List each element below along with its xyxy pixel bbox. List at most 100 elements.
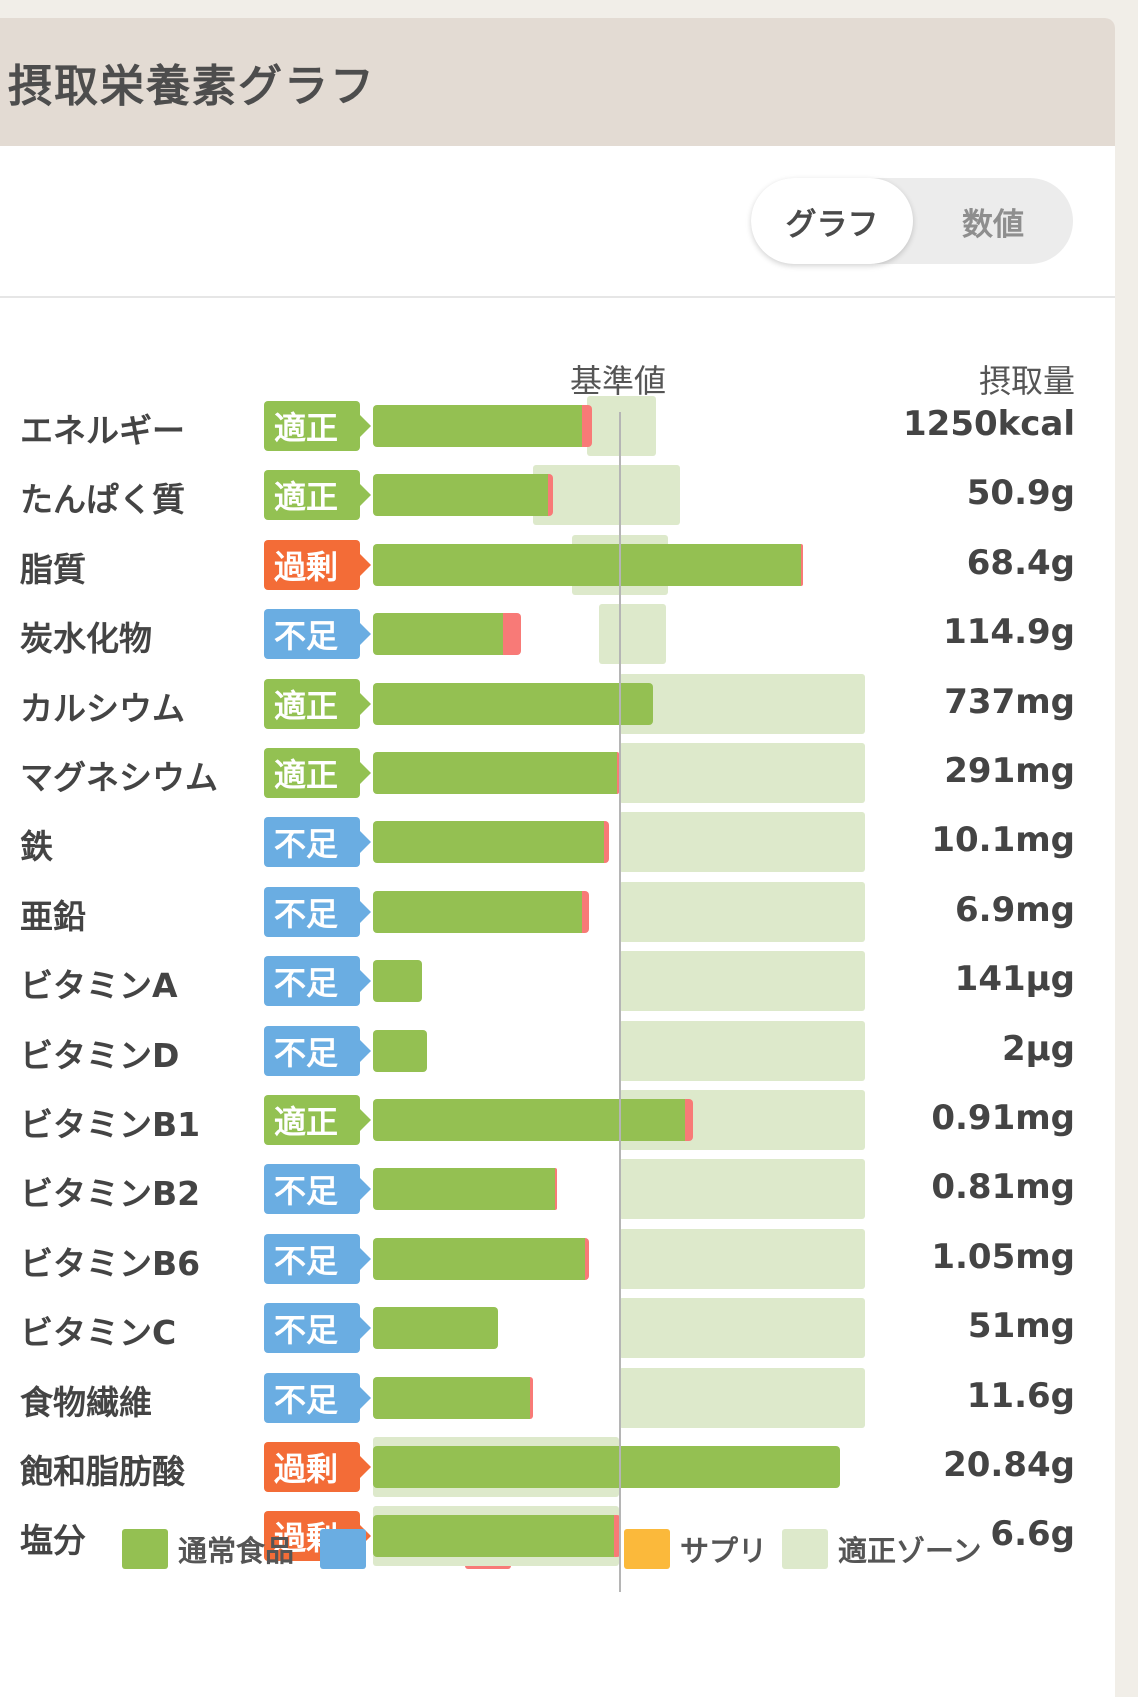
intake-amount: 737mg xyxy=(944,681,1075,722)
nutrient-chart: 基準値 摂取量 エネルギー 適正 1250kcal たんぱく質 適正 50.9g 脂質 過剰 6… xyxy=(0,298,1115,1697)
legend-item: 通常食品 xyxy=(122,1528,294,1570)
intake-amount: 10.1mg xyxy=(931,820,1075,861)
status-badge: 不足 xyxy=(264,609,371,660)
legend-swatch xyxy=(782,1529,828,1569)
intake-amount: 6.6g xyxy=(990,1514,1075,1555)
bar-segment-food xyxy=(373,1099,686,1141)
intake-bar xyxy=(373,405,592,447)
legend-item: 適正ゾーン xyxy=(782,1528,982,1570)
intake-amount: 2μg xyxy=(1001,1028,1075,1069)
nutrient-name: ビタミンB6 xyxy=(20,1243,201,1283)
intake-bar xyxy=(373,613,521,656)
status-badge: 適正 xyxy=(264,401,371,451)
status-badge: 適正 xyxy=(264,470,371,521)
nutrient-row: 炭水化物 不足 114.9g xyxy=(0,604,1115,665)
nutrient-row: 鉄 不足 10.1mg xyxy=(0,812,1115,873)
status-badge: 不足 xyxy=(264,886,371,937)
bar-segment-snack xyxy=(801,543,804,586)
view-toggle-row: グラフ 数値 xyxy=(0,146,1115,298)
bar-segment-food xyxy=(373,543,802,586)
bar-segment-snack xyxy=(616,752,619,794)
bar-segment-food xyxy=(373,1168,556,1211)
intake-amount: 20.84g xyxy=(943,1445,1075,1485)
reference-line xyxy=(619,412,621,1592)
appropriate-zone xyxy=(619,673,865,734)
intake-amount: 50.9g xyxy=(966,473,1075,514)
intake-bar xyxy=(373,960,423,1003)
intake-amount: 6.9mg xyxy=(955,889,1075,930)
intake-amount: 68.4g xyxy=(966,542,1075,583)
bar-segment-food xyxy=(373,752,617,794)
bar-segment-snack xyxy=(503,613,521,656)
status-badge: 不足 xyxy=(264,956,371,1007)
card-header: 摂取栄養素グラフ xyxy=(0,18,1115,146)
appropriate-zone xyxy=(599,604,666,665)
appropriate-zone xyxy=(619,881,865,942)
reference-column-header: 基準値 xyxy=(570,362,667,400)
intake-bar xyxy=(373,1515,622,1558)
status-badge: 不足 xyxy=(264,1233,371,1284)
appropriate-zone xyxy=(619,1020,865,1081)
legend-item: サプリ xyxy=(624,1528,767,1570)
intake-amount: 0.81mg xyxy=(931,1167,1075,1208)
nutrient-row: 亜鉛 不足 6.9mg xyxy=(0,881,1115,942)
bar-segment-food xyxy=(373,821,605,864)
bar-segment-snack xyxy=(685,1099,693,1141)
nutrient-row: カルシウム 適正 737mg xyxy=(0,673,1115,734)
nutrient-row: エネルギー 適正 1250kcal xyxy=(0,396,1115,456)
nutrient-row: ビタミンD 不足 2μg xyxy=(0,1020,1115,1081)
nutrient-row: マグネシウム 適正 291mg xyxy=(0,743,1115,803)
appropriate-zone xyxy=(587,396,656,456)
status-badge: 適正 xyxy=(264,748,371,798)
toggle-graph-button[interactable]: グラフ xyxy=(751,178,913,264)
bar-segment-food xyxy=(373,890,583,933)
bar-segment-food xyxy=(373,613,504,656)
nutrient-name: カルシウム xyxy=(20,688,185,728)
appropriate-zone xyxy=(619,1159,865,1220)
nutrient-name: 飽和脂肪酸 xyxy=(20,1452,185,1491)
bar-segment-snack xyxy=(614,1515,622,1558)
nutrient-name: ビタミンA xyxy=(20,966,178,1006)
bar-segment-food xyxy=(373,1237,585,1280)
nutrient-name: ビタミンB2 xyxy=(20,1174,201,1214)
nutrient-row: ビタミンB6 不足 1.05mg xyxy=(0,1228,1115,1289)
status-badge: 適正 xyxy=(264,678,371,729)
legend-label: サプリ xyxy=(680,1534,768,1568)
nutrient-name: 脂質 xyxy=(20,549,86,589)
nutrient-graph-card: 摂取栄養素グラフ グラフ 数値 基準値 摂取量 エネルギー 適正 1250kcal た… xyxy=(0,18,1115,1697)
nutrient-name: ビタミンC xyxy=(20,1313,177,1353)
nutrient-name: 炭水化物 xyxy=(20,619,152,659)
status-badge: 不足 xyxy=(264,1372,371,1423)
bar-segment-snack xyxy=(582,890,590,933)
bar-segment-snack xyxy=(604,821,610,864)
legend-swatch xyxy=(624,1529,670,1569)
view-toggle[interactable]: グラフ 数値 xyxy=(751,178,1073,264)
status-badge: 過剰 xyxy=(264,1442,371,1492)
bar-segment-food xyxy=(373,960,423,1003)
legend-label: 通常食品 xyxy=(178,1534,295,1568)
nutrient-name: マグネシウム xyxy=(20,758,218,797)
intake-bar xyxy=(373,821,610,864)
nutrient-row: ビタミンB2 不足 0.81mg xyxy=(0,1159,1115,1220)
legend-swatch xyxy=(122,1529,168,1569)
intake-bar xyxy=(373,1168,558,1211)
intake-bar xyxy=(373,890,590,933)
bar-segment-food xyxy=(373,474,548,517)
appropriate-zone xyxy=(619,951,865,1012)
nutrient-name: 鉄 xyxy=(20,827,53,867)
bar-segment-food xyxy=(373,405,583,447)
intake-amount: 1250kcal xyxy=(903,404,1075,444)
legend-label: 適正ゾーン xyxy=(838,1534,982,1568)
intake-bar xyxy=(373,1029,428,1072)
status-badge: 適正 xyxy=(264,1095,371,1145)
intake-amount: 114.9g xyxy=(943,612,1075,653)
toggle-number-button[interactable]: 数値 xyxy=(962,206,1024,243)
intake-bar xyxy=(373,752,619,794)
intake-bar xyxy=(373,1446,841,1488)
appropriate-zone xyxy=(619,812,865,873)
bar-segment-food xyxy=(373,1376,531,1419)
intake-bar xyxy=(373,1099,693,1141)
intake-bar xyxy=(373,474,553,517)
bar-segment-snack xyxy=(547,474,553,517)
nutrient-name: ビタミンB1 xyxy=(20,1105,201,1144)
